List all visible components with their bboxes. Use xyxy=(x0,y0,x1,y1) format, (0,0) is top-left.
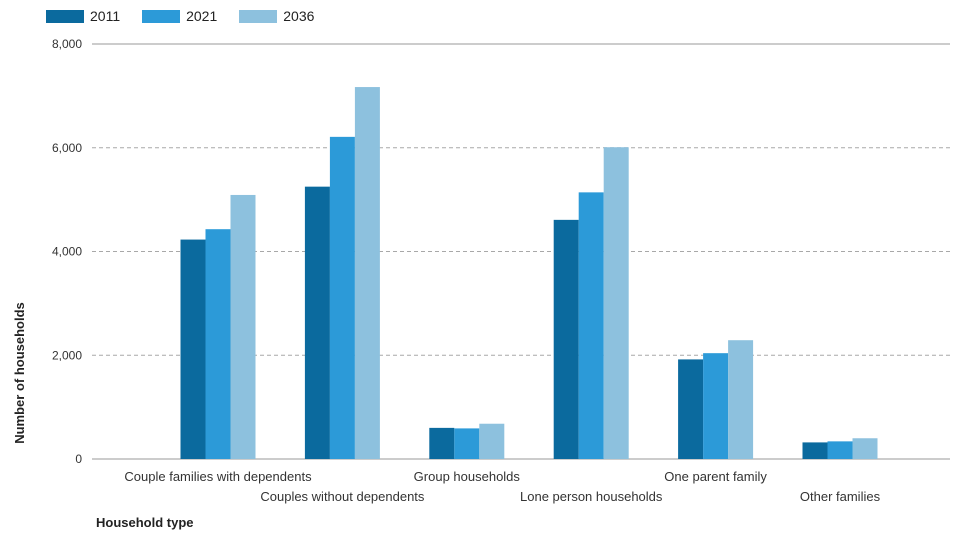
legend-item-2021: 2021 xyxy=(142,8,217,24)
bar-2011-0 xyxy=(180,239,206,459)
bar-2011-5 xyxy=(802,442,828,459)
y-tick-label: 2,000 xyxy=(52,348,82,362)
y-tick-label: 4,000 xyxy=(52,245,82,259)
y-tick-labels: 0 2,000 4,000 6,000 8,000 xyxy=(52,37,82,466)
bar-2036-5 xyxy=(852,438,878,459)
bar-2036-1 xyxy=(354,87,380,460)
x-category-label: Lone person households xyxy=(520,489,663,504)
x-category-label: Couple families with dependents xyxy=(124,469,312,484)
x-axis-title: Household type xyxy=(96,515,194,530)
x-category-label: One parent family xyxy=(664,469,767,484)
legend-swatch-2021 xyxy=(142,9,181,23)
legend-item-2036: 2036 xyxy=(239,8,314,24)
bar-2021-1 xyxy=(329,136,355,459)
bar-2036-0 xyxy=(230,194,256,460)
y-tick-label: 8,000 xyxy=(52,37,82,51)
legend-label-2036: 2036 xyxy=(283,8,315,24)
bar-2011-4 xyxy=(678,359,704,459)
bar-2021-5 xyxy=(827,441,853,459)
legend-swatch-2011 xyxy=(46,9,84,23)
bar-2021-3 xyxy=(578,192,604,460)
bar-2021-2 xyxy=(454,428,480,459)
x-category-label: Group households xyxy=(414,469,521,484)
legend-item-2011: 2011 xyxy=(46,8,120,24)
y-tick-label: 0 xyxy=(75,452,82,466)
legend-label-2011: 2011 xyxy=(90,8,121,24)
bars xyxy=(180,87,878,460)
bar-2036-3 xyxy=(603,147,629,459)
legend-label-2021: 2021 xyxy=(186,8,218,24)
legend: 2011 2021 2036 xyxy=(46,8,314,24)
x-category-label: Couples without dependents xyxy=(260,489,425,504)
y-tick-label: 6,000 xyxy=(52,141,82,155)
x-category-labels: Couple families with dependents Couples w… xyxy=(124,469,880,504)
bar-2036-4 xyxy=(728,340,754,459)
y-axis-title: Number of households xyxy=(12,302,27,444)
bar-2011-1 xyxy=(304,186,330,459)
bar-2011-3 xyxy=(553,219,579,459)
bar-2036-2 xyxy=(479,423,505,459)
bar-2021-4 xyxy=(703,353,729,459)
x-category-label: Other families xyxy=(800,489,881,504)
legend-swatch-2036 xyxy=(239,9,278,23)
bar-2011-2 xyxy=(429,427,455,459)
bar-2021-0 xyxy=(205,229,231,459)
